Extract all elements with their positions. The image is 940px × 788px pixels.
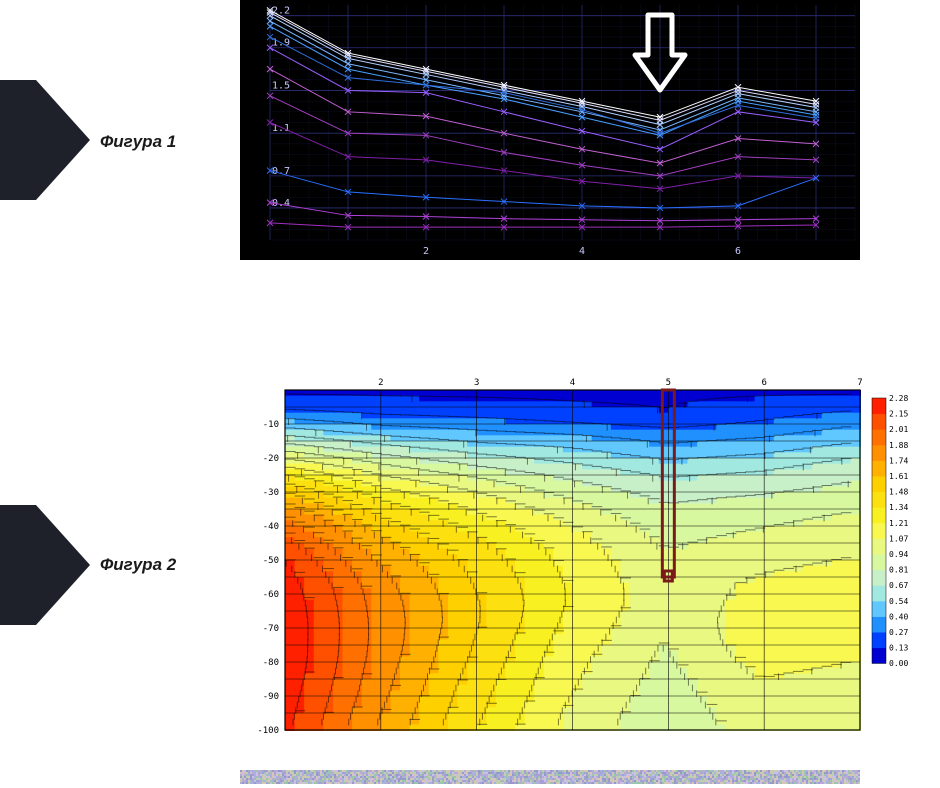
- svg-text:0.40: 0.40: [889, 612, 908, 621]
- left-marker-2: [0, 505, 90, 625]
- svg-text:0.13: 0.13: [889, 644, 908, 653]
- svg-text:-30: -30: [263, 488, 279, 498]
- svg-text:-80: -80: [263, 658, 279, 668]
- svg-text:0.00: 0.00: [889, 659, 908, 668]
- svg-text:-20: -20: [263, 454, 279, 464]
- svg-text:0.27: 0.27: [889, 628, 908, 637]
- heatmap-chart: 2 3 4 5 6 7 -10 -20 -30 -40 -50 -60 -70 -80 -90 -100 0.0…: [240, 370, 920, 740]
- figure-1: 0.40.71.11.51.92.2246: [240, 0, 860, 260]
- svg-text:6: 6: [735, 246, 741, 257]
- svg-text:-90: -90: [263, 692, 279, 702]
- svg-text:1.48: 1.48: [889, 488, 908, 497]
- svg-text:0.54: 0.54: [889, 597, 908, 606]
- svg-text:4: 4: [579, 246, 585, 257]
- svg-text:1.34: 1.34: [889, 503, 908, 512]
- svg-text:7: 7: [857, 378, 862, 388]
- figure-2: 2 3 4 5 6 7 -10 -20 -30 -40 -50 -60 -70 -80 -90 -100 0.0…: [240, 370, 920, 740]
- svg-text:1.5: 1.5: [272, 80, 290, 91]
- fig1-label: Фигура 1: [100, 132, 176, 152]
- svg-text:-50: -50: [263, 556, 279, 566]
- left-marker-1: [0, 80, 90, 200]
- svg-text:-10: -10: [263, 420, 279, 430]
- svg-text:2.15: 2.15: [889, 410, 908, 419]
- svg-text:-70: -70: [263, 624, 279, 634]
- svg-text:4: 4: [570, 378, 575, 388]
- noise-strip: [240, 770, 860, 784]
- svg-text:1.74: 1.74: [889, 456, 908, 465]
- line-chart: 0.40.71.11.51.92.2246: [240, 0, 860, 260]
- svg-text:3: 3: [474, 378, 479, 388]
- svg-text:-100: -100: [257, 726, 279, 736]
- svg-text:1.21: 1.21: [889, 519, 908, 528]
- svg-text:1.88: 1.88: [889, 441, 908, 450]
- svg-text:2: 2: [378, 378, 383, 388]
- svg-text:2.28: 2.28: [889, 394, 908, 403]
- svg-text:0.67: 0.67: [889, 581, 908, 590]
- svg-text:1.07: 1.07: [889, 534, 908, 543]
- svg-text:-60: -60: [263, 590, 279, 600]
- svg-text:6: 6: [761, 378, 766, 388]
- svg-text:-40: -40: [263, 522, 279, 532]
- svg-text:1.61: 1.61: [889, 472, 908, 481]
- fig2-label: Фигура 2: [100, 555, 176, 575]
- svg-text:0.81: 0.81: [889, 566, 908, 575]
- svg-text:0.94: 0.94: [889, 550, 908, 559]
- svg-text:2: 2: [423, 246, 429, 257]
- svg-text:5: 5: [666, 378, 671, 388]
- svg-text:2.01: 2.01: [889, 425, 908, 434]
